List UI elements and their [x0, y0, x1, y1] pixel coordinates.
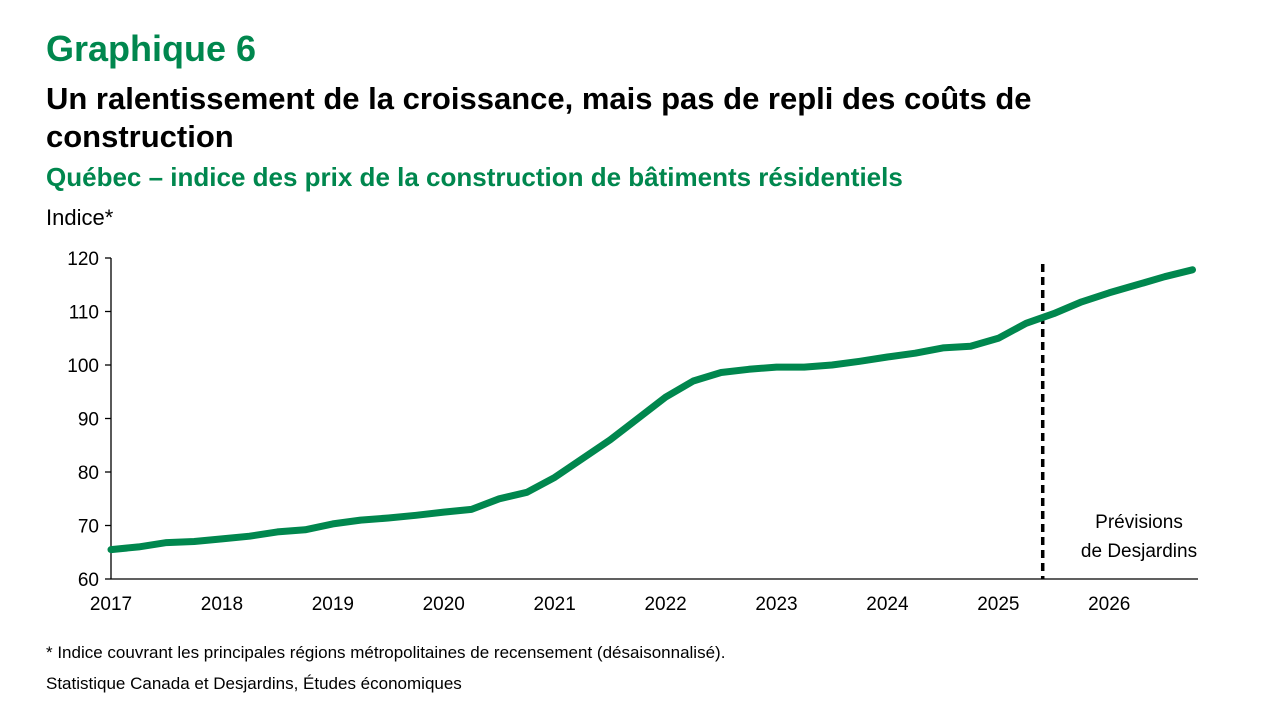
x-tick-label: 2020: [423, 594, 465, 615]
y-tick-label: 70: [78, 517, 99, 538]
x-tick-label: 2024: [866, 594, 909, 615]
forecast-annotation: de Desjardins: [1081, 541, 1197, 562]
y-axis-label: Indice*: [46, 205, 114, 230]
y-tick-label: 110: [69, 303, 99, 324]
chart-title: Un ralentissement de la croissance, mais…: [46, 81, 1032, 154]
forecast-annotation: Prévisions: [1095, 512, 1183, 533]
y-tick-label: 100: [67, 356, 99, 377]
chart-kicker: Graphique 6: [46, 28, 257, 69]
x-tick-label: 2023: [755, 594, 797, 615]
footnote: * Indice couvrant les principales région…: [46, 643, 726, 662]
x-tick-label: 2025: [977, 594, 1019, 615]
y-tick-label: 80: [78, 463, 99, 484]
y-tick-label: 120: [67, 249, 99, 270]
index-series-line: [107, 266, 1196, 554]
x-tick-label: 2017: [90, 594, 132, 615]
y-tick-label: 90: [78, 410, 99, 431]
x-tick-label: 2019: [312, 594, 354, 615]
source-note: Statistique Canada et Desjardins, Études…: [46, 674, 462, 693]
x-tick-label: 2026: [1088, 594, 1130, 615]
chart-subtitle: Québec – indice des prix de la construct…: [46, 162, 903, 192]
x-tick-label: 2022: [644, 594, 686, 615]
y-tick-label: 60: [78, 570, 99, 591]
x-tick-label: 2021: [534, 594, 576, 615]
x-tick-label: 2018: [201, 594, 243, 615]
